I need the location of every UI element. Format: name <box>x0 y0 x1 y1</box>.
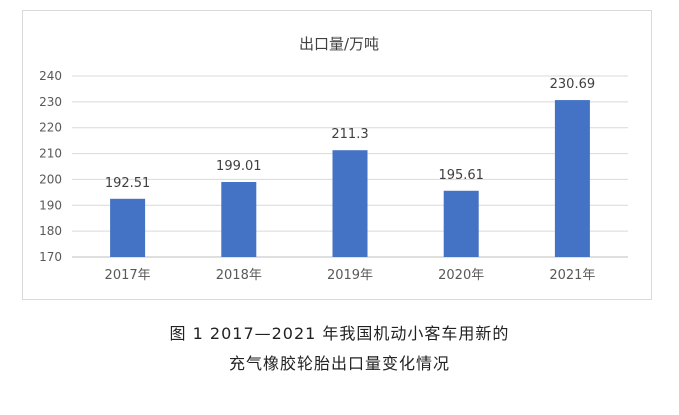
x-tick-label: 2017年 <box>105 268 151 283</box>
y-tick-label: 230 <box>39 95 62 109</box>
bar <box>332 150 368 257</box>
y-tick-label: 170 <box>39 250 62 264</box>
figure-caption-line-2: 充气橡胶轮胎出口量变化情况 <box>228 354 450 373</box>
bar <box>221 181 257 257</box>
y-tick-label: 200 <box>39 172 62 186</box>
y-tick-label: 220 <box>39 121 62 135</box>
x-tick-label: 2021年 <box>549 268 595 283</box>
chart-title: 出口量/万吨 <box>299 35 379 53</box>
y-tick-label: 240 <box>39 69 62 83</box>
bar <box>554 100 590 257</box>
figure-caption-line-1: 图 1 2017—2021 年我国机动小客车用新的 <box>169 324 510 343</box>
data-label: 199.01 <box>216 159 262 174</box>
x-tick-label: 2018年 <box>216 268 262 283</box>
data-label: 195.61 <box>438 168 484 183</box>
data-label: 211.3 <box>331 127 368 142</box>
bar-chart: 出口量/万吨 170 180 190 200 210 220 230 240 192.51 19… <box>39 35 628 283</box>
y-tick-label: 210 <box>39 147 62 161</box>
y-tick-label: 190 <box>39 198 62 212</box>
bar <box>110 198 146 257</box>
data-label: 192.51 <box>105 176 151 191</box>
x-tick-label: 2020年 <box>438 268 484 283</box>
data-label: 230.69 <box>550 77 596 92</box>
bar <box>443 190 479 257</box>
x-tick-label: 2019年 <box>327 268 373 283</box>
y-tick-label: 180 <box>39 224 62 238</box>
